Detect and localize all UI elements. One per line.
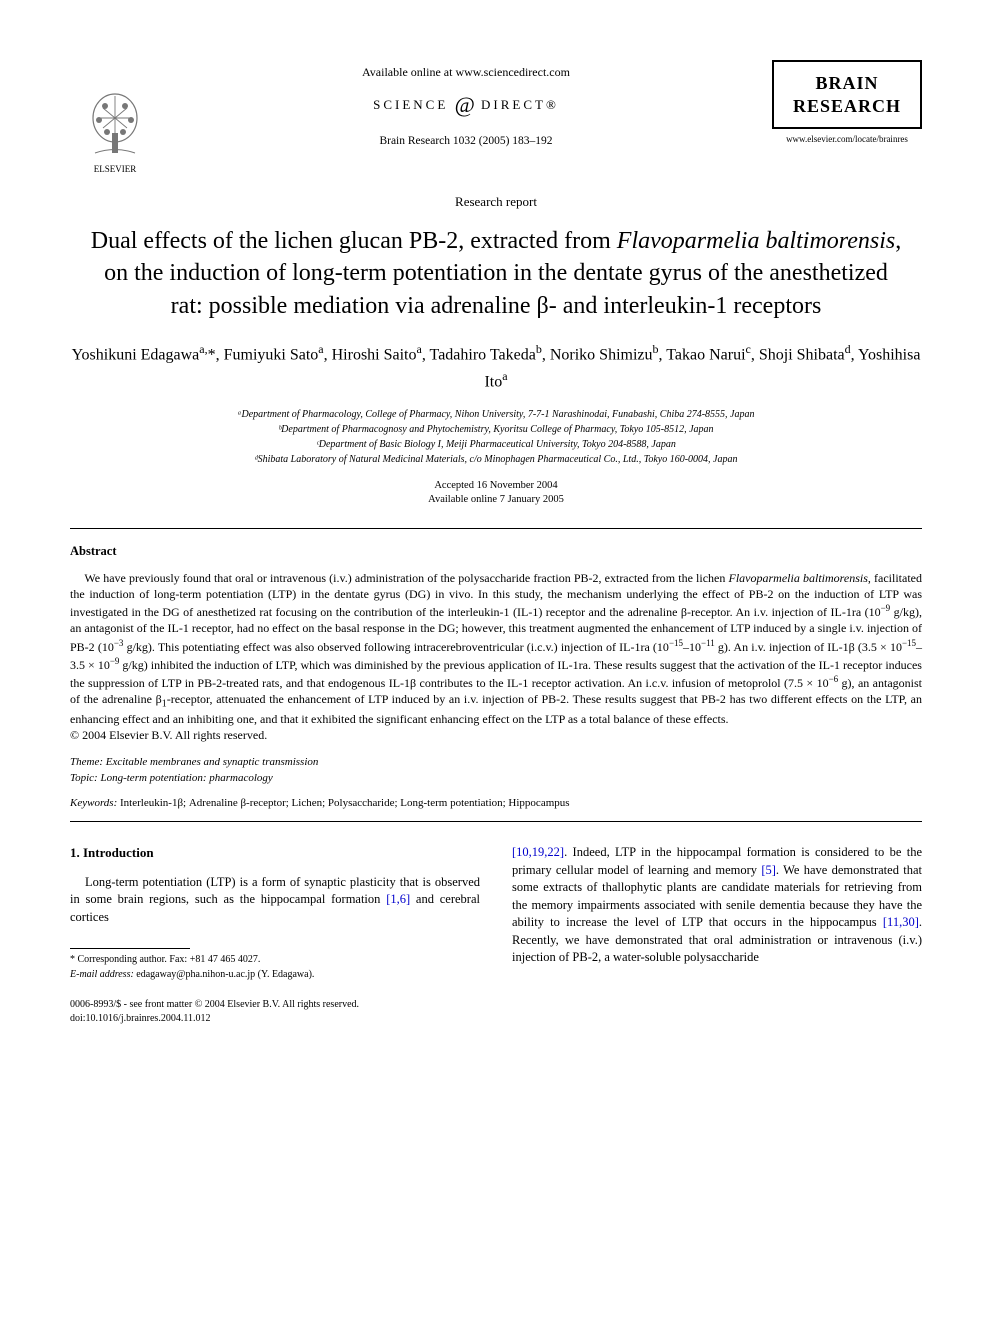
keywords-value: Interleukin-1β; Adrenaline β-receptor; L… <box>120 797 570 809</box>
intro-text-left: Long-term potentiation (LTP) is a form o… <box>70 874 480 927</box>
accepted-date: Accepted 16 November 2004 <box>70 479 922 494</box>
email-label: E-mail address: <box>70 969 134 980</box>
corresponding-author: * Corresponding author. Fax: +81 47 465 … <box>70 953 480 968</box>
abstract-body: We have previously found that oral or in… <box>70 570 922 744</box>
available-date: Available online 7 January 2005 <box>70 493 922 508</box>
keywords-label: Keywords: <box>70 797 117 809</box>
center-header: Available online at www.sciencedirect.co… <box>160 60 772 153</box>
body-columns: 1. Introduction Long-term potentiation (… <box>70 844 922 982</box>
email-value: edagaway@pha.nihon-u.ac.jp (Y. Edagawa). <box>136 969 314 980</box>
elsevier-label: ELSEVIER <box>70 163 160 175</box>
affiliation-d: ᵈShibata Laboratory of Natural Medicinal… <box>70 452 922 467</box>
column-left: 1. Introduction Long-term potentiation (… <box>70 844 480 982</box>
page-footer: 0006-8993/$ - see front matter © 2004 El… <box>70 998 922 1026</box>
theme-value: Excitable membranes and synaptic transmi… <box>106 756 319 768</box>
affiliation-c: ᶜDepartment of Basic Biology I, Meiji Ph… <box>70 437 922 452</box>
topic-line: Topic: Long-term potentiation: pharmacol… <box>70 771 922 786</box>
theme-label: Theme: <box>70 756 103 768</box>
elsevier-logo-block: ELSEVIER <box>70 60 160 175</box>
journal-url: www.elsevier.com/locate/brainres <box>772 133 922 145</box>
abstract-copyright: © 2004 Elsevier B.V. All rights reserved… <box>70 728 267 742</box>
brand-line2: RESEARCH <box>780 95 914 118</box>
report-type: Research report <box>70 193 922 211</box>
rule-below-keywords <box>70 821 922 822</box>
sd-left: SCIENCE <box>373 97 448 112</box>
abstract-text: We have previously found that oral or in… <box>70 571 922 726</box>
article-dates: Accepted 16 November 2004 Available onli… <box>70 479 922 508</box>
footnote-separator <box>70 948 190 949</box>
sd-d-icon: @ <box>455 92 475 117</box>
affiliation-a: ᵃDepartment of Pharmacology, College of … <box>70 407 922 422</box>
doi-line: doi:10.1016/j.brainres.2004.11.012 <box>70 1012 922 1026</box>
sciencedirect-logo: SCIENCE @ DIRECT® <box>160 90 772 120</box>
issn-line: 0006-8993/$ - see front matter © 2004 El… <box>70 998 922 1012</box>
topic-value: Long-term potentiation: pharmacology <box>100 772 272 784</box>
topic-label: Topic: <box>70 772 98 784</box>
affiliations: ᵃDepartment of Pharmacology, College of … <box>70 407 922 467</box>
sd-right: DIRECT® <box>481 97 559 112</box>
author-list: Yoshikuni Edagawaa,*, Fumiyuki Satoa, Hi… <box>70 340 922 395</box>
available-online-text: Available online at www.sciencedirect.co… <box>160 64 772 80</box>
journal-brand-box: BRAIN RESEARCH <box>772 60 922 129</box>
email-line: E-mail address: edagaway@pha.nihon-u.ac.… <box>70 968 480 983</box>
journal-reference: Brain Research 1032 (2005) 183–192 <box>160 134 772 150</box>
abstract-label: Abstract <box>70 543 922 560</box>
brand-line1: BRAIN <box>780 72 914 95</box>
affiliation-b: ᵇDepartment of Pharmacognosy and Phytoch… <box>70 422 922 437</box>
article-title: Dual effects of the lichen glucan PB-2, … <box>90 225 902 322</box>
intro-heading: 1. Introduction <box>70 844 480 862</box>
footnotes: * Corresponding author. Fax: +81 47 465 … <box>70 953 480 982</box>
journal-brand-block: BRAIN RESEARCH www.elsevier.com/locate/b… <box>772 60 922 145</box>
elsevier-tree-icon <box>85 88 145 158</box>
intro-text-right: [10,19,22]. Indeed, LTP in the hippocamp… <box>512 844 922 967</box>
theme-topic-block: Theme: Excitable membranes and synaptic … <box>70 755 922 786</box>
journal-header: ELSEVIER Available online at www.science… <box>70 60 922 175</box>
intro-col1: Long-term potentiation (LTP) is a form o… <box>70 875 480 924</box>
theme-line: Theme: Excitable membranes and synaptic … <box>70 755 922 770</box>
keywords-line: Keywords: Interleukin-1β; Adrenaline β-r… <box>70 796 922 811</box>
rule-above-abstract <box>70 528 922 529</box>
column-right: [10,19,22]. Indeed, LTP in the hippocamp… <box>512 844 922 982</box>
